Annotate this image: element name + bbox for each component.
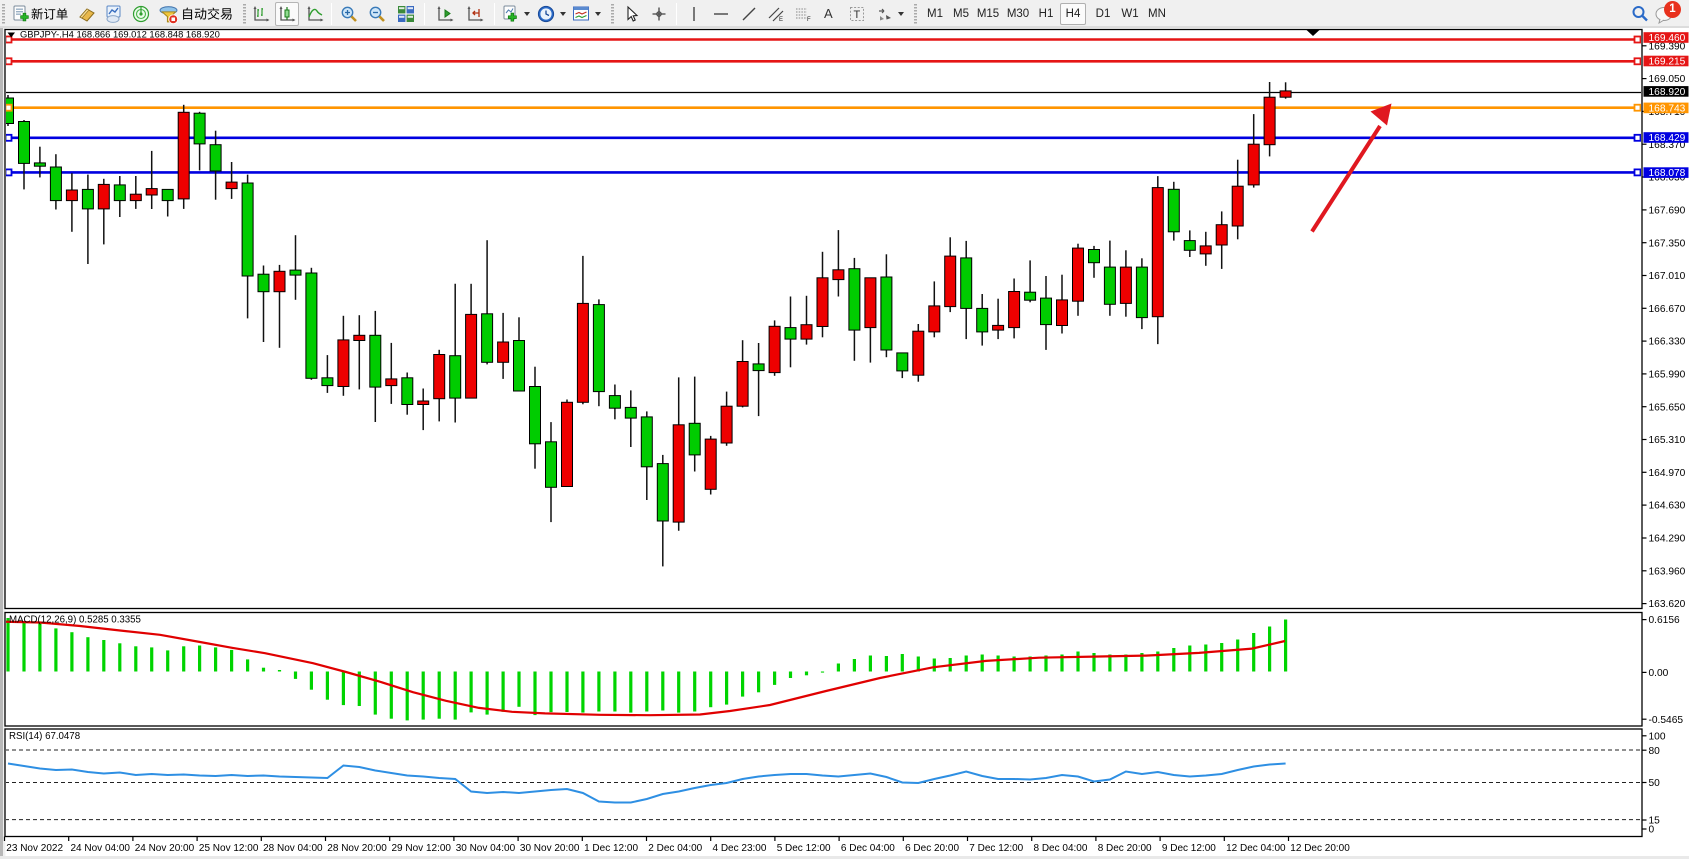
svg-text:GBPJPY-.H4 168.866 169.012 16: GBPJPY-.H4 168.866 169.012 168.848 168.9… bbox=[20, 29, 220, 40]
svg-text:28 Nov 04:00: 28 Nov 04:00 bbox=[263, 843, 323, 854]
svg-text:15: 15 bbox=[1649, 816, 1661, 827]
svg-text:24 Nov 04:00: 24 Nov 04:00 bbox=[71, 843, 131, 854]
svg-text:163.960: 163.960 bbox=[1649, 566, 1686, 577]
svg-text:5 Dec 12:00: 5 Dec 12:00 bbox=[777, 843, 831, 854]
svg-text:0: 0 bbox=[1649, 824, 1655, 835]
svg-text:165.310: 165.310 bbox=[1649, 435, 1686, 446]
svg-text:168.370: 168.370 bbox=[1649, 140, 1686, 151]
svg-text:163.620: 163.620 bbox=[1649, 599, 1686, 610]
svg-text:12 Dec 04:00: 12 Dec 04:00 bbox=[1226, 843, 1286, 854]
svg-text:24 Nov 20:00: 24 Nov 20:00 bbox=[135, 843, 195, 854]
svg-text:4 Dec 23:00: 4 Dec 23:00 bbox=[713, 843, 767, 854]
svg-text:30 Nov 04:00: 30 Nov 04:00 bbox=[456, 843, 516, 854]
svg-text:RSI(14) 67.0478: RSI(14) 67.0478 bbox=[9, 731, 80, 742]
svg-text:29 Nov 12:00: 29 Nov 12:00 bbox=[392, 843, 452, 854]
svg-text:167.010: 167.010 bbox=[1649, 271, 1686, 282]
svg-text:8 Dec 20:00: 8 Dec 20:00 bbox=[1098, 843, 1152, 854]
svg-text:166.670: 166.670 bbox=[1649, 304, 1686, 315]
svg-text:168.030: 168.030 bbox=[1649, 173, 1686, 184]
svg-text:165.990: 165.990 bbox=[1649, 370, 1686, 381]
svg-text:28 Nov 20:00: 28 Nov 20:00 bbox=[327, 843, 387, 854]
svg-text:80: 80 bbox=[1649, 746, 1661, 757]
svg-text:0.6156: 0.6156 bbox=[1649, 615, 1680, 626]
svg-text:9 Dec 12:00: 9 Dec 12:00 bbox=[1162, 843, 1216, 854]
svg-text:6 Dec 04:00: 6 Dec 04:00 bbox=[841, 843, 895, 854]
svg-text:6 Dec 20:00: 6 Dec 20:00 bbox=[905, 843, 959, 854]
svg-text:50: 50 bbox=[1649, 778, 1661, 789]
svg-text:12 Dec 20:00: 12 Dec 20:00 bbox=[1290, 843, 1350, 854]
svg-text:-0.5465: -0.5465 bbox=[1649, 715, 1684, 726]
svg-text:169.390: 169.390 bbox=[1649, 41, 1686, 52]
svg-text:165.650: 165.650 bbox=[1649, 402, 1686, 413]
svg-text:1 Dec 12:00: 1 Dec 12:00 bbox=[584, 843, 638, 854]
svg-text:168.429: 168.429 bbox=[1649, 133, 1686, 144]
svg-text:8 Dec 04:00: 8 Dec 04:00 bbox=[1034, 843, 1088, 854]
svg-text:MACD(12,26,9) 0.5285 0.3355: MACD(12,26,9) 0.5285 0.3355 bbox=[9, 615, 141, 626]
svg-text:167.350: 167.350 bbox=[1649, 238, 1686, 249]
svg-text:2 Dec 04:00: 2 Dec 04:00 bbox=[648, 843, 702, 854]
svg-text:164.970: 164.970 bbox=[1649, 468, 1686, 479]
svg-text:166.330: 166.330 bbox=[1649, 337, 1686, 348]
svg-text:23 Nov 2022: 23 Nov 2022 bbox=[6, 843, 63, 854]
svg-text:168.078: 168.078 bbox=[1649, 168, 1686, 179]
svg-text:169.215: 169.215 bbox=[1649, 57, 1686, 68]
svg-text:100: 100 bbox=[1649, 731, 1666, 742]
svg-text:169.460: 169.460 bbox=[1649, 33, 1686, 44]
svg-text:7 Dec 12:00: 7 Dec 12:00 bbox=[969, 843, 1023, 854]
svg-text:164.290: 164.290 bbox=[1649, 534, 1686, 545]
svg-text:169.050: 169.050 bbox=[1649, 74, 1686, 85]
svg-text:0.00: 0.00 bbox=[1649, 668, 1669, 679]
svg-text:E: E bbox=[779, 17, 783, 23]
svg-text:25 Nov 12:00: 25 Nov 12:00 bbox=[199, 843, 259, 854]
svg-text:F: F bbox=[807, 17, 811, 23]
svg-text:168.920: 168.920 bbox=[1649, 87, 1686, 98]
svg-text:167.690: 167.690 bbox=[1649, 206, 1686, 217]
svg-text:168.743: 168.743 bbox=[1649, 104, 1686, 115]
svg-text:30 Nov 20:00: 30 Nov 20:00 bbox=[520, 843, 580, 854]
svg-text:164.630: 164.630 bbox=[1649, 501, 1686, 512]
svg-text:T: T bbox=[854, 9, 861, 21]
